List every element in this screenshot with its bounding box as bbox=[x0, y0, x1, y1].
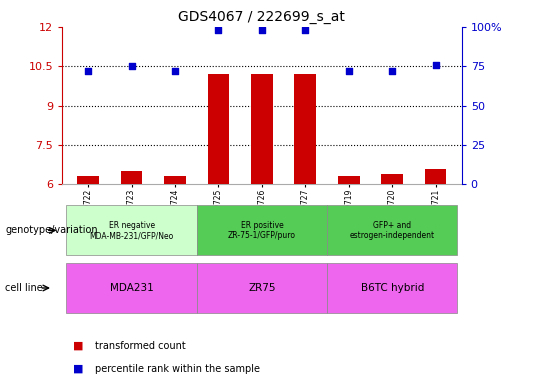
Text: transformed count: transformed count bbox=[94, 341, 185, 351]
Bar bbox=[164, 177, 186, 184]
Point bbox=[84, 68, 92, 74]
Text: ER negative
MDA-MB-231/GFP/Neo: ER negative MDA-MB-231/GFP/Neo bbox=[90, 221, 174, 240]
Point bbox=[214, 27, 223, 33]
Bar bbox=[294, 74, 316, 184]
Point bbox=[301, 27, 309, 33]
Bar bbox=[207, 74, 230, 184]
Point bbox=[171, 68, 179, 74]
Point bbox=[388, 68, 396, 74]
Text: ER positive
ZR-75-1/GFP/puro: ER positive ZR-75-1/GFP/puro bbox=[228, 221, 296, 240]
Bar bbox=[338, 177, 360, 184]
Text: ZR75: ZR75 bbox=[248, 283, 275, 293]
Bar bbox=[381, 174, 403, 184]
Text: MDA231: MDA231 bbox=[110, 283, 153, 293]
Text: GFP+ and
estrogen-independent: GFP+ and estrogen-independent bbox=[349, 221, 435, 240]
Point bbox=[345, 68, 353, 74]
Point bbox=[258, 27, 266, 33]
Text: ■: ■ bbox=[73, 364, 83, 374]
Bar bbox=[121, 171, 143, 184]
Bar bbox=[425, 169, 447, 184]
Text: B6TC hybrid: B6TC hybrid bbox=[361, 283, 424, 293]
Point bbox=[127, 63, 136, 70]
Text: percentile rank within the sample: percentile rank within the sample bbox=[94, 364, 260, 374]
Title: GDS4067 / 222699_s_at: GDS4067 / 222699_s_at bbox=[178, 10, 346, 25]
Text: cell line: cell line bbox=[5, 283, 43, 293]
Bar bbox=[77, 177, 99, 184]
Bar bbox=[251, 74, 273, 184]
Text: genotype/variation: genotype/variation bbox=[5, 225, 98, 235]
Point bbox=[431, 61, 440, 68]
Text: ■: ■ bbox=[73, 341, 83, 351]
